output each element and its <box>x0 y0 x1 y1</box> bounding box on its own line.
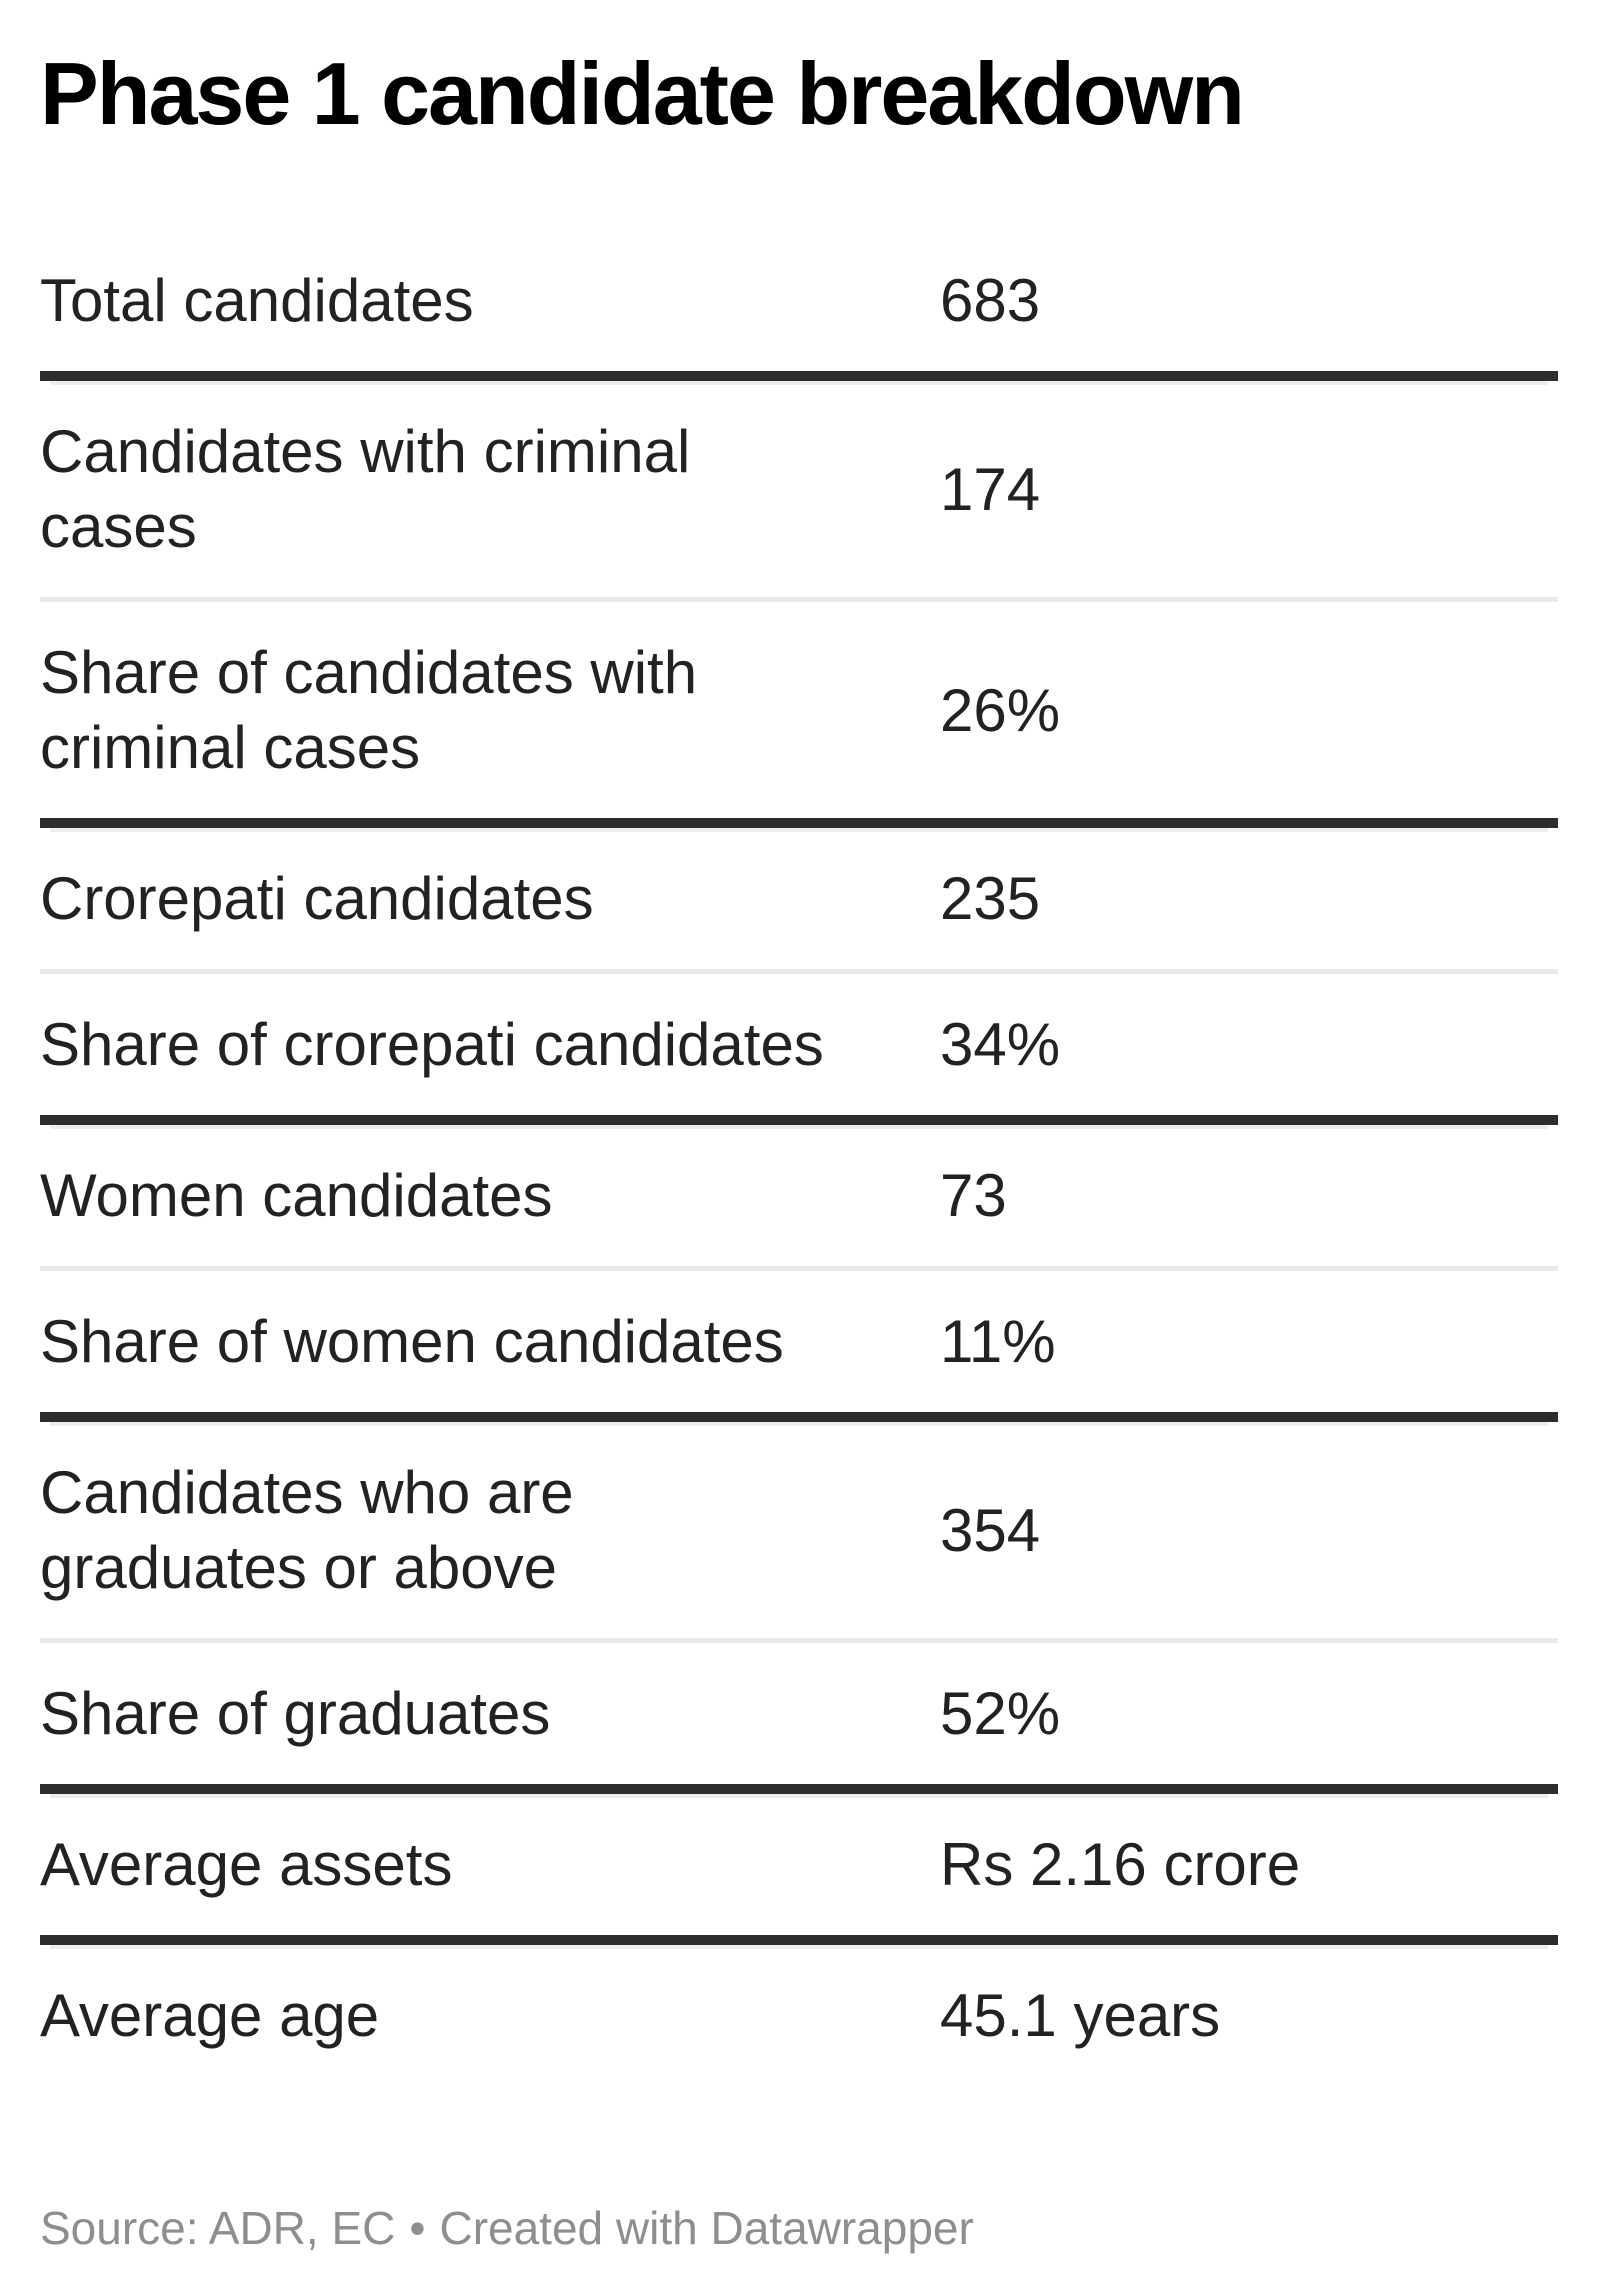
row-value: 174 <box>940 455 1041 523</box>
table-row: Crorepati candidates 235 <box>40 828 1558 974</box>
table-row: Share of crorepati candidates 34% <box>40 974 1558 1125</box>
row-label: Crorepati candidates <box>40 865 594 932</box>
row-value: 73 <box>940 1162 1007 1229</box>
row-value: 45.1 years <box>940 1982 1221 2049</box>
row-label: Candidates who are graduates or above <box>40 1459 574 1601</box>
footer: Source: ADR, EC • Created with Datawrapper <box>40 2198 1558 2258</box>
row-value: Rs 2.16 crore <box>940 1831 1301 1898</box>
table-row: Share of women candidates 11% <box>40 1271 1558 1422</box>
row-value: 34% <box>940 1011 1061 1078</box>
table-row: Total candidates 683 <box>40 230 1558 381</box>
row-label: Average assets <box>40 1831 453 1898</box>
row-label: Total candidates <box>40 267 474 334</box>
row-label: Share of crorepati candidates <box>40 1011 824 1078</box>
row-label: Average age <box>40 1982 380 2049</box>
row-value: 52% <box>940 1680 1061 1747</box>
datawrapper-credit-link[interactable]: Created with Datawrapper <box>439 2202 974 2254</box>
stats-table: Total candidates 683 Candidates with cri… <box>40 230 1558 2086</box>
row-value: 354 <box>940 1496 1041 1564</box>
table-row: Average age 45.1 years <box>40 1945 1558 2086</box>
footer-separator: • <box>409 2202 426 2254</box>
row-value: 683 <box>940 267 1041 334</box>
row-label: Candidates with criminal cases <box>40 418 691 560</box>
row-label: Women candidates <box>40 1162 553 1229</box>
table-row: Women candidates 73 <box>40 1125 1558 1271</box>
table-row: Share of candidates with criminal cases … <box>40 602 1558 828</box>
row-value: 235 <box>940 865 1041 932</box>
table-row: Candidates with criminal cases 174 <box>40 381 1558 602</box>
table-row: Average assets Rs 2.16 crore <box>40 1794 1558 1945</box>
row-value: 11% <box>940 1308 1056 1375</box>
table-row: Share of graduates 52% <box>40 1643 1558 1794</box>
row-label: Share of women candidates <box>40 1308 784 1375</box>
row-label: Share of candidates with criminal cases <box>40 639 698 781</box>
source-text: Source: ADR, EC <box>40 2202 396 2254</box>
page-title: Phase 1 candidate breakdown <box>40 44 1245 143</box>
table-row: Candidates who are graduates or above 35… <box>40 1422 1558 1643</box>
row-label: Share of graduates <box>40 1680 551 1747</box>
row-value: 26% <box>940 676 1061 744</box>
